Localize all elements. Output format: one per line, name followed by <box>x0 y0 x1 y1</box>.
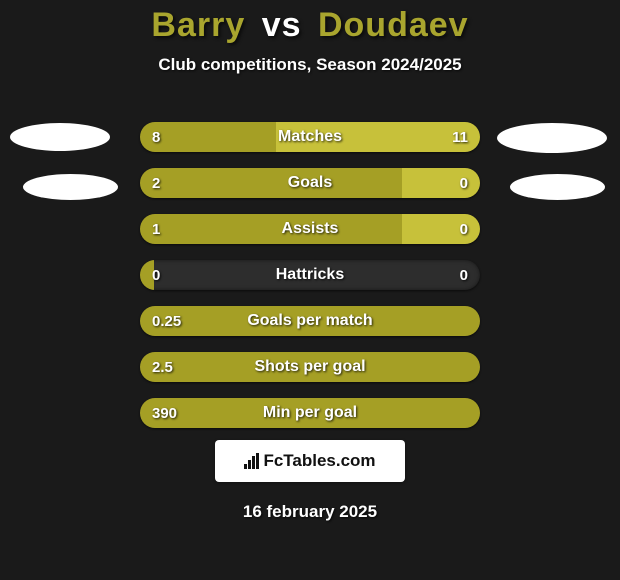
metric-label: Min per goal <box>140 398 480 428</box>
player2-name: Doudaev <box>318 6 469 44</box>
metrics-container: 8Matches112Goals01Assists00Hattricks00.2… <box>140 122 480 444</box>
metric-row: 2.5Shots per goal <box>140 352 480 382</box>
date-text: 16 february 2025 <box>0 502 620 522</box>
metric-label: Goals <box>140 168 480 198</box>
metric-label: Matches <box>140 122 480 152</box>
metric-label: Assists <box>140 214 480 244</box>
metric-label: Shots per goal <box>140 352 480 382</box>
metric-row: 8Matches11 <box>140 122 480 152</box>
player1-badge-placeholder-1 <box>10 123 110 151</box>
logo-bars-icon <box>244 453 259 469</box>
player1-name: Barry <box>151 6 245 44</box>
subtitle: Club competitions, Season 2024/2025 <box>0 55 620 75</box>
metric-value-right: 0 <box>460 214 468 244</box>
metric-row: 390Min per goal <box>140 398 480 428</box>
fctables-logo: FcTables.com <box>215 440 405 482</box>
metric-label: Hattricks <box>140 260 480 290</box>
metric-label: Goals per match <box>140 306 480 336</box>
metric-row: 0.25Goals per match <box>140 306 480 336</box>
metric-row: 2Goals0 <box>140 168 480 198</box>
player2-badge-placeholder-1 <box>497 123 607 153</box>
metric-row: 1Assists0 <box>140 214 480 244</box>
comparison-title: Barry vs Doudaev <box>0 0 620 45</box>
metric-value-right: 0 <box>460 260 468 290</box>
logo-text: FcTables.com <box>263 451 375 471</box>
vs-text: vs <box>262 6 302 44</box>
metric-row: 0Hattricks0 <box>140 260 480 290</box>
player2-badge-placeholder-2 <box>510 174 605 200</box>
metric-value-right: 11 <box>452 122 468 152</box>
player1-badge-placeholder-2 <box>23 174 118 200</box>
metric-value-right: 0 <box>460 168 468 198</box>
